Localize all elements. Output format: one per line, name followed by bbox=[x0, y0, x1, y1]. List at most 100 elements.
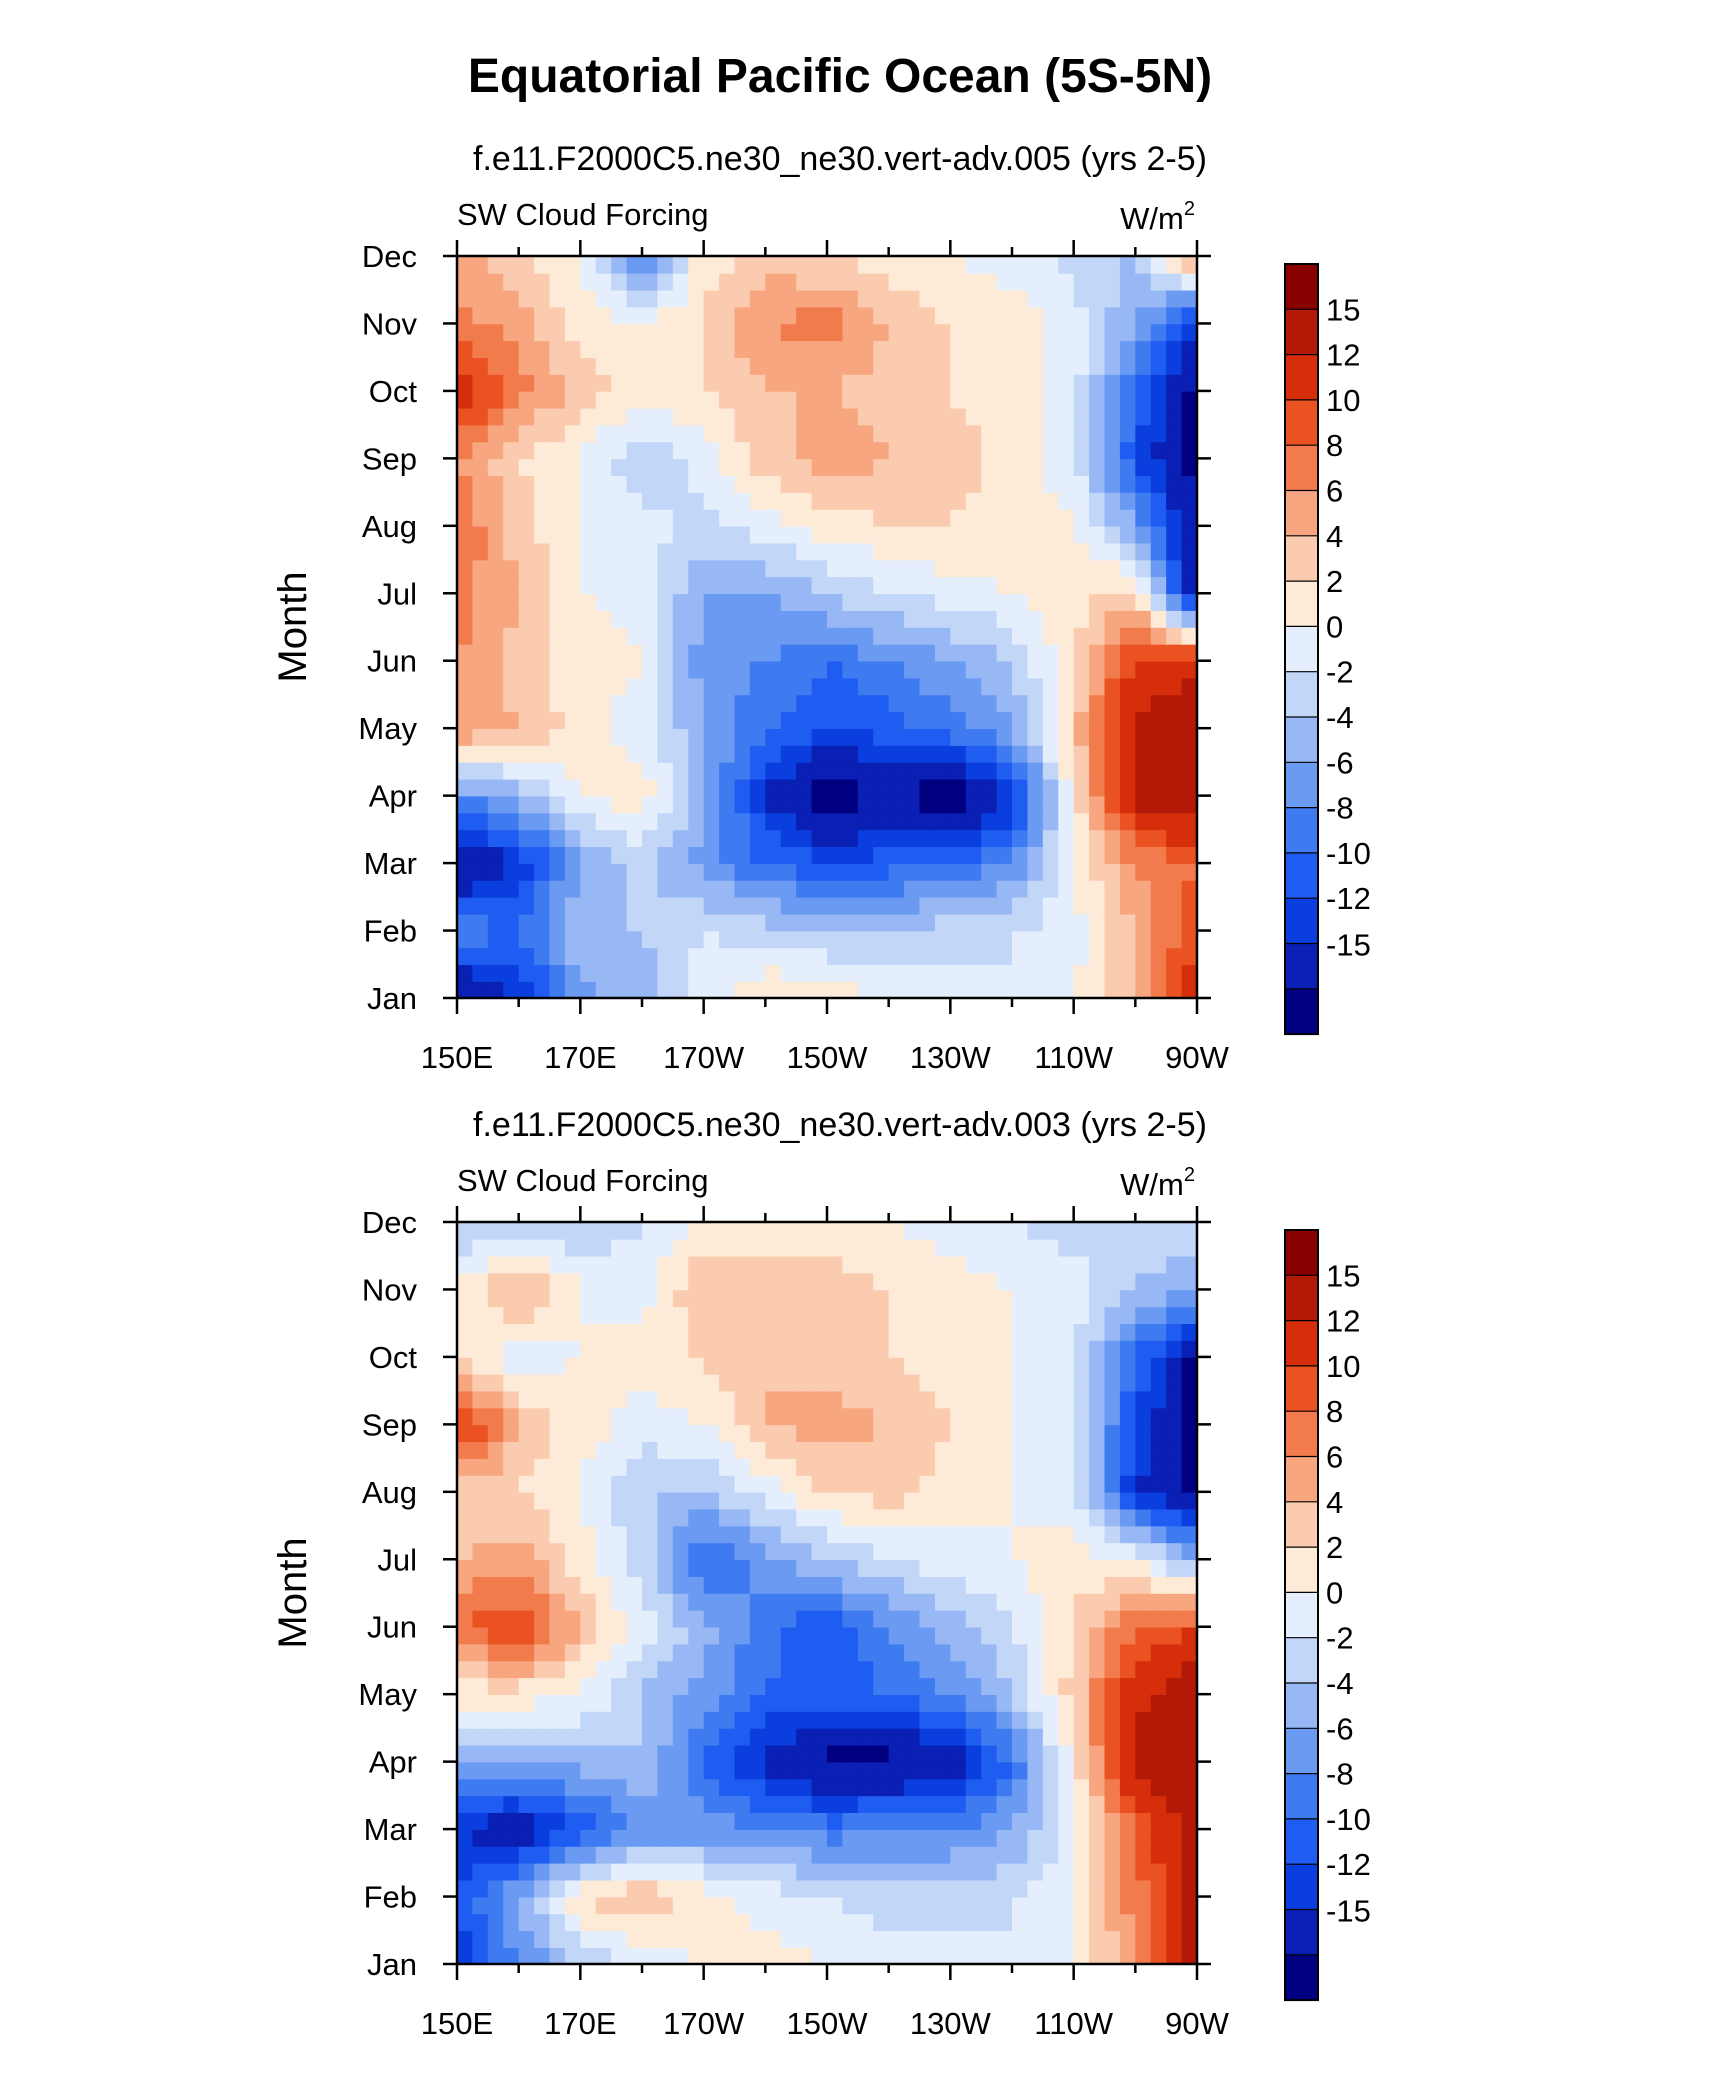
heat-cell bbox=[919, 1222, 936, 1240]
heat-cell bbox=[703, 1609, 720, 1628]
heat-cell bbox=[457, 677, 474, 696]
heat-cell bbox=[672, 1677, 690, 1695]
heat-cell bbox=[904, 879, 921, 898]
heat-cell bbox=[487, 458, 505, 477]
heat-cell bbox=[534, 340, 551, 358]
heat-cell bbox=[611, 1238, 628, 1257]
heat-cell bbox=[719, 1609, 736, 1628]
heat-cell bbox=[996, 256, 1013, 274]
heat-cell bbox=[827, 1947, 844, 1964]
heat-cell bbox=[703, 1238, 720, 1257]
heat-cell bbox=[487, 745, 505, 763]
heat-cell bbox=[534, 1323, 551, 1341]
heat-cell bbox=[1135, 1694, 1152, 1712]
heat-cell bbox=[950, 643, 967, 662]
heat-cell bbox=[734, 1373, 751, 1392]
heat-cell bbox=[857, 1677, 875, 1695]
x-tick-label: 150E bbox=[421, 1040, 493, 1075]
heat-cell bbox=[1058, 458, 1075, 477]
heat-cell bbox=[965, 1727, 982, 1746]
heat-cell bbox=[518, 778, 535, 797]
heat-cell bbox=[796, 643, 813, 662]
heat-cell bbox=[904, 1272, 921, 1291]
heat-cell bbox=[857, 323, 875, 342]
heat-cell bbox=[780, 660, 797, 679]
heat-cell bbox=[1089, 1407, 1106, 1426]
heat-cell bbox=[595, 1711, 612, 1729]
heat-cell bbox=[672, 1356, 690, 1375]
heat-cell bbox=[780, 745, 797, 763]
heat-cell bbox=[688, 1576, 705, 1594]
heat-cell bbox=[657, 289, 674, 308]
heat-cell bbox=[642, 1491, 659, 1510]
heat-cell bbox=[1181, 340, 1197, 358]
heat-cell bbox=[1073, 1879, 1090, 1898]
heat-cell bbox=[749, 1879, 767, 1898]
heat-cell bbox=[842, 728, 859, 746]
heat-cell bbox=[487, 1660, 505, 1679]
heat-cell bbox=[580, 930, 597, 949]
heat-cell bbox=[642, 1340, 659, 1358]
heat-cell bbox=[518, 1559, 535, 1577]
heat-cell bbox=[888, 323, 905, 342]
heat-cell bbox=[965, 576, 982, 595]
heat-cell bbox=[487, 1694, 505, 1712]
heat-cell bbox=[1181, 1373, 1197, 1392]
heat-cell bbox=[564, 289, 582, 308]
heat-cell bbox=[611, 930, 628, 949]
heat-cell bbox=[503, 1525, 520, 1544]
heat-cell bbox=[981, 1255, 998, 1274]
heat-cell bbox=[1027, 1289, 1044, 1308]
heat-cell bbox=[518, 1862, 535, 1881]
heat-cell bbox=[703, 1677, 720, 1695]
heat-cell bbox=[1135, 492, 1152, 510]
heat-cell bbox=[1089, 1222, 1106, 1240]
heat-cell bbox=[996, 1424, 1013, 1443]
heat-cell bbox=[1181, 1795, 1197, 1814]
heat-cell bbox=[580, 1255, 597, 1274]
heat-cell bbox=[580, 1727, 597, 1746]
heat-cell bbox=[1119, 1930, 1137, 1948]
heat-cell bbox=[965, 1458, 982, 1476]
heat-cell bbox=[749, 1542, 767, 1561]
heat-cell bbox=[1166, 374, 1183, 392]
heat-cell bbox=[780, 256, 797, 274]
heat-cell bbox=[549, 1458, 566, 1476]
heat-cell bbox=[857, 1390, 875, 1409]
heat-cell bbox=[719, 1272, 736, 1291]
heat-cell bbox=[1166, 424, 1183, 443]
heat-cell bbox=[1027, 374, 1044, 392]
heat-cell bbox=[642, 812, 659, 831]
heat-cell bbox=[472, 913, 489, 932]
colorbar-frame bbox=[1284, 1229, 1319, 2002]
heat-cell bbox=[1104, 1407, 1121, 1426]
heat-cell bbox=[719, 896, 736, 915]
heat-cell bbox=[549, 1761, 566, 1780]
heat-cell bbox=[950, 1744, 967, 1763]
heat-cell bbox=[688, 1238, 705, 1257]
heat-cell bbox=[472, 1424, 489, 1443]
heat-cell bbox=[672, 1778, 690, 1797]
heat-cell bbox=[796, 390, 813, 409]
heat-cell bbox=[965, 593, 982, 611]
heat-cell bbox=[457, 1694, 474, 1712]
heat-cell bbox=[487, 407, 505, 426]
heat-cell bbox=[1012, 1474, 1029, 1493]
heat-cell bbox=[996, 593, 1013, 611]
heat-cell bbox=[487, 947, 505, 966]
heat-cell bbox=[888, 340, 905, 358]
heat-cell bbox=[549, 1845, 566, 1864]
heat-cell bbox=[765, 1340, 782, 1358]
heat-cell bbox=[780, 1845, 797, 1864]
heat-cell bbox=[965, 711, 982, 729]
heat-cell bbox=[657, 1306, 674, 1324]
heat-cell bbox=[981, 576, 998, 595]
heat-cell bbox=[1181, 829, 1197, 848]
heat-cell bbox=[1104, 1593, 1121, 1611]
heat-cell bbox=[934, 1491, 952, 1510]
heat-cell bbox=[934, 829, 952, 848]
heat-cell bbox=[1058, 424, 1075, 443]
heat-cell bbox=[1089, 711, 1106, 729]
heat-cell bbox=[981, 964, 998, 982]
heat-cell bbox=[919, 407, 936, 426]
